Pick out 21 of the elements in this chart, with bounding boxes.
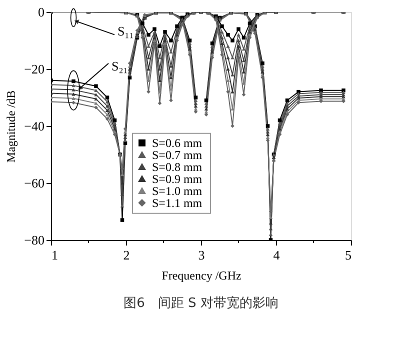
x-tick-label: 4 xyxy=(273,248,280,262)
x-tick-label: 1 xyxy=(52,248,58,262)
y-axis-title: Magnitude /dB xyxy=(4,90,18,163)
x-tick-label: 5 xyxy=(345,248,352,262)
y-tick-label: −80 xyxy=(24,232,44,248)
y-tick-label: −20 xyxy=(24,62,44,76)
legend-label: S=1.1 mm xyxy=(152,196,203,210)
annotation: S₁₁ xyxy=(118,24,134,39)
legend-label: S=1.0 mm xyxy=(152,184,203,198)
x-tick-label: 3 xyxy=(198,248,205,262)
legend-label: S=0.6 mm xyxy=(152,136,203,150)
legend-label: S=0.9 mm xyxy=(152,172,203,186)
annotation: S₂₁ xyxy=(112,58,128,74)
x-tick-label: 2 xyxy=(123,248,130,262)
legend-label: S=0.7 mm xyxy=(152,148,203,162)
y-tick-label: −40 xyxy=(24,118,44,134)
y-tick-label: −60 xyxy=(24,176,44,190)
legend-label: S=0.8 mm xyxy=(152,160,203,174)
caption: 图6 间距 S 对带宽的影响 xyxy=(124,295,278,311)
y-tick-label: 0 xyxy=(38,4,44,20)
x-axis-title: Frequency /GHz xyxy=(162,268,242,282)
